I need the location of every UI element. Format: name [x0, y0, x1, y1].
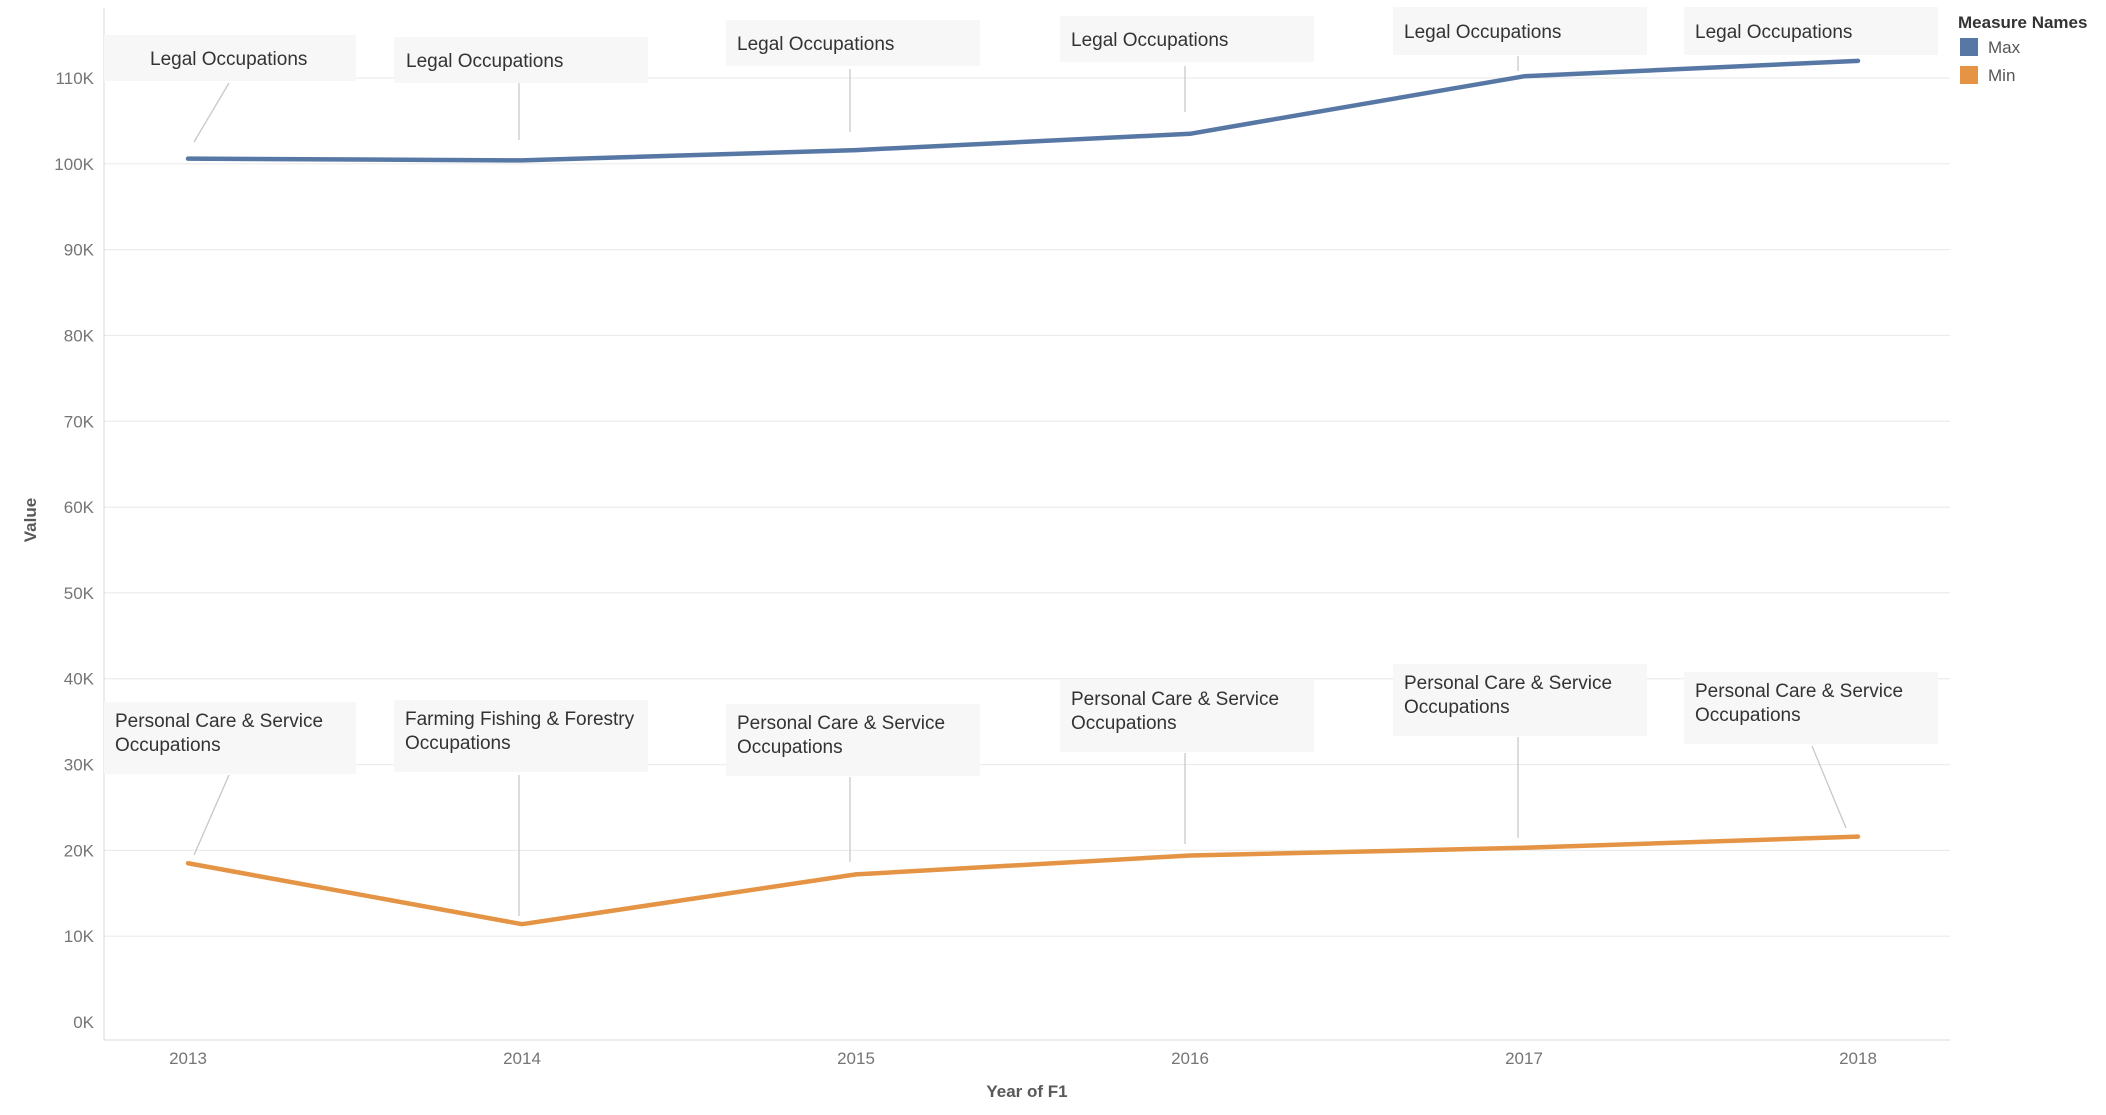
data-point-max[interactable]	[1187, 131, 1193, 137]
y-tick-label: 20K	[64, 841, 95, 860]
annotation-background	[394, 37, 648, 83]
annotation-background	[726, 704, 980, 776]
grid-layer	[104, 77, 1950, 937]
annotation-box: Legal Occupations	[1393, 7, 1647, 55]
data-point-max[interactable]	[1521, 73, 1527, 79]
y-tick-label: 110K	[56, 69, 95, 88]
annotation-label: Personal Care & Service	[1071, 689, 1279, 710]
x-tick-label: 2014	[503, 1049, 541, 1068]
data-point-max[interactable]	[519, 157, 525, 163]
annotation-label: Legal Occupations	[1695, 22, 1852, 43]
annotation-label: Occupations	[1071, 713, 1177, 734]
x-tick-label: 2015	[837, 1049, 875, 1068]
annotation-label: Occupations	[1695, 705, 1801, 726]
annotation-background	[1060, 16, 1314, 62]
annotation-background	[1393, 664, 1647, 736]
annotation-box: Legal Occupations	[1684, 7, 1938, 55]
y-tick-label: 10K	[64, 927, 95, 946]
annotation-label: Legal Occupations	[737, 34, 894, 55]
annotation-box: Legal Occupations	[1060, 16, 1314, 62]
y-tick-label: 80K	[64, 326, 95, 345]
y-tick-label: 90K	[64, 241, 95, 260]
annotation-background	[1060, 680, 1314, 752]
annotation-label: Personal Care & Service	[1695, 681, 1903, 702]
annotation-label: Legal Occupations	[406, 51, 563, 72]
y-tick-label: 30K	[64, 756, 95, 775]
data-point-min[interactable]	[519, 921, 525, 927]
annotation-background	[1684, 672, 1938, 744]
annotation-label: Legal Occupations	[1404, 22, 1561, 43]
annotation-label: Personal Care & Service	[737, 713, 945, 734]
data-point-min[interactable]	[1187, 853, 1193, 859]
annotation-leader-line	[193, 774, 230, 856]
annotation-leader-line	[1811, 745, 1847, 829]
annotation-box: Legal Occupations	[104, 35, 356, 81]
annotation-layer: Legal Occupations Legal Occupations Legal …	[104, 7, 1938, 776]
annotation-box: Personal Care & Service Occupations	[1060, 680, 1314, 752]
data-point-max[interactable]	[853, 147, 859, 153]
x-axis-title: Year of F1	[986, 1082, 1067, 1101]
annotation-background	[104, 702, 356, 774]
legend-swatch	[1960, 38, 1978, 56]
x-tick-label: 2018	[1839, 1049, 1877, 1068]
annotation-background	[394, 700, 648, 772]
data-point-max[interactable]	[185, 156, 191, 162]
annotation-background	[726, 20, 980, 66]
annotation-leader-layer	[193, 56, 1847, 916]
x-tick-label: 2016	[1171, 1049, 1209, 1068]
annotation-label: Legal Occupations	[150, 49, 307, 70]
axis-layer: 0K 10K 20K 30K 40K 50K 60K 70K 80K 90K 100K 110K 201…	[21, 8, 1950, 1101]
y-tick-label: 60K	[64, 498, 95, 517]
annotation-background	[1684, 7, 1938, 55]
annotation-background	[104, 35, 356, 81]
annotation-box: Legal Occupations	[726, 20, 980, 66]
annotation-label: Occupations	[115, 735, 221, 756]
annotation-label: Occupations	[405, 733, 511, 754]
y-tick-label: 70K	[64, 412, 95, 431]
annotation-background	[1393, 7, 1647, 55]
legend-title: Measure Names	[1958, 13, 2087, 32]
annotation-box: Personal Care & Service Occupations	[726, 704, 980, 776]
annotation-label: Farming Fishing & Forestry	[405, 709, 635, 730]
annotation-label: Occupations	[1404, 697, 1510, 718]
y-axis-title: Value	[21, 498, 40, 542]
series-line-min[interactable]	[185, 834, 1861, 927]
legend-label: Max	[1988, 38, 2021, 57]
annotation-box: Personal Care & Service Occupations	[1684, 672, 1938, 744]
legend-label: Min	[1988, 66, 2015, 85]
legend-swatch	[1960, 66, 1978, 84]
legend[interactable]: Measure Names Max Min	[1958, 13, 2087, 85]
legend-item-max[interactable]: Max	[1960, 38, 2021, 57]
x-tick-label: 2017	[1505, 1049, 1543, 1068]
annotation-box: Legal Occupations	[394, 37, 648, 83]
data-point-min[interactable]	[1855, 834, 1861, 840]
data-point-min[interactable]	[1521, 845, 1527, 851]
annotation-box: Personal Care & Service Occupations	[104, 702, 356, 774]
series-line-max[interactable]	[185, 58, 1861, 163]
annotation-box: Farming Fishing & Forestry Occupations	[394, 700, 648, 772]
annotation-label: Personal Care & Service	[1404, 673, 1612, 694]
data-point-max[interactable]	[1855, 58, 1861, 64]
y-tick-label: 40K	[64, 670, 95, 689]
annotation-label: Personal Care & Service	[115, 711, 323, 732]
y-tick-label: 50K	[64, 584, 95, 603]
series-layer	[185, 58, 1861, 927]
annotation-box: Personal Care & Service Occupations	[1393, 664, 1647, 736]
x-tick-label: 2013	[169, 1049, 207, 1068]
y-tick-label: 0K	[73, 1013, 94, 1032]
legend-item-min[interactable]: Min	[1960, 66, 2015, 85]
annotation-leader-line	[193, 82, 230, 143]
data-point-min[interactable]	[853, 871, 859, 877]
data-point-min[interactable]	[185, 860, 191, 866]
y-tick-label: 100K	[54, 155, 94, 174]
annotation-label: Occupations	[737, 737, 843, 758]
annotation-label: Legal Occupations	[1071, 30, 1228, 51]
